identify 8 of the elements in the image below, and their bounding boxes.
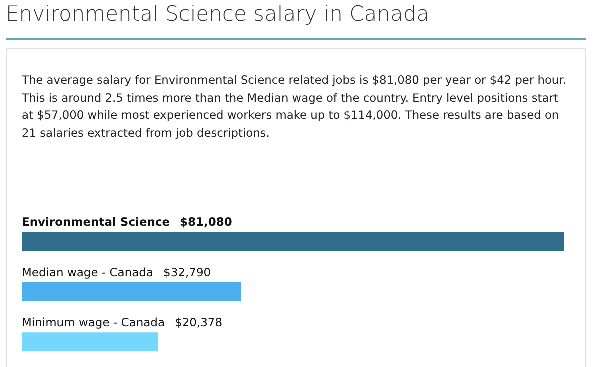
y-tick-label: Environmental Science	[22, 215, 170, 229]
data-label: $20,378	[175, 316, 223, 330]
y-tick-label: Median wage - Canada	[22, 265, 154, 280]
data-label: $81,080	[180, 215, 232, 229]
data-label: $32,790	[164, 265, 212, 280]
y-tick-label: Minimum wage - Canada	[22, 316, 165, 330]
chart-title: Environmental Science salary in Canada	[6, 2, 430, 26]
chart-subtitle: The average salary for Environmental Science related jobs is $81,080 per year or $42 per hour. This is around 2.5 times more than the Median wage of the country. Entry level positions start at $57,000 while most experienced workers make up to $114,000. These results are based on 21 salaries extracted from job descriptions.	[22, 72, 567, 142]
